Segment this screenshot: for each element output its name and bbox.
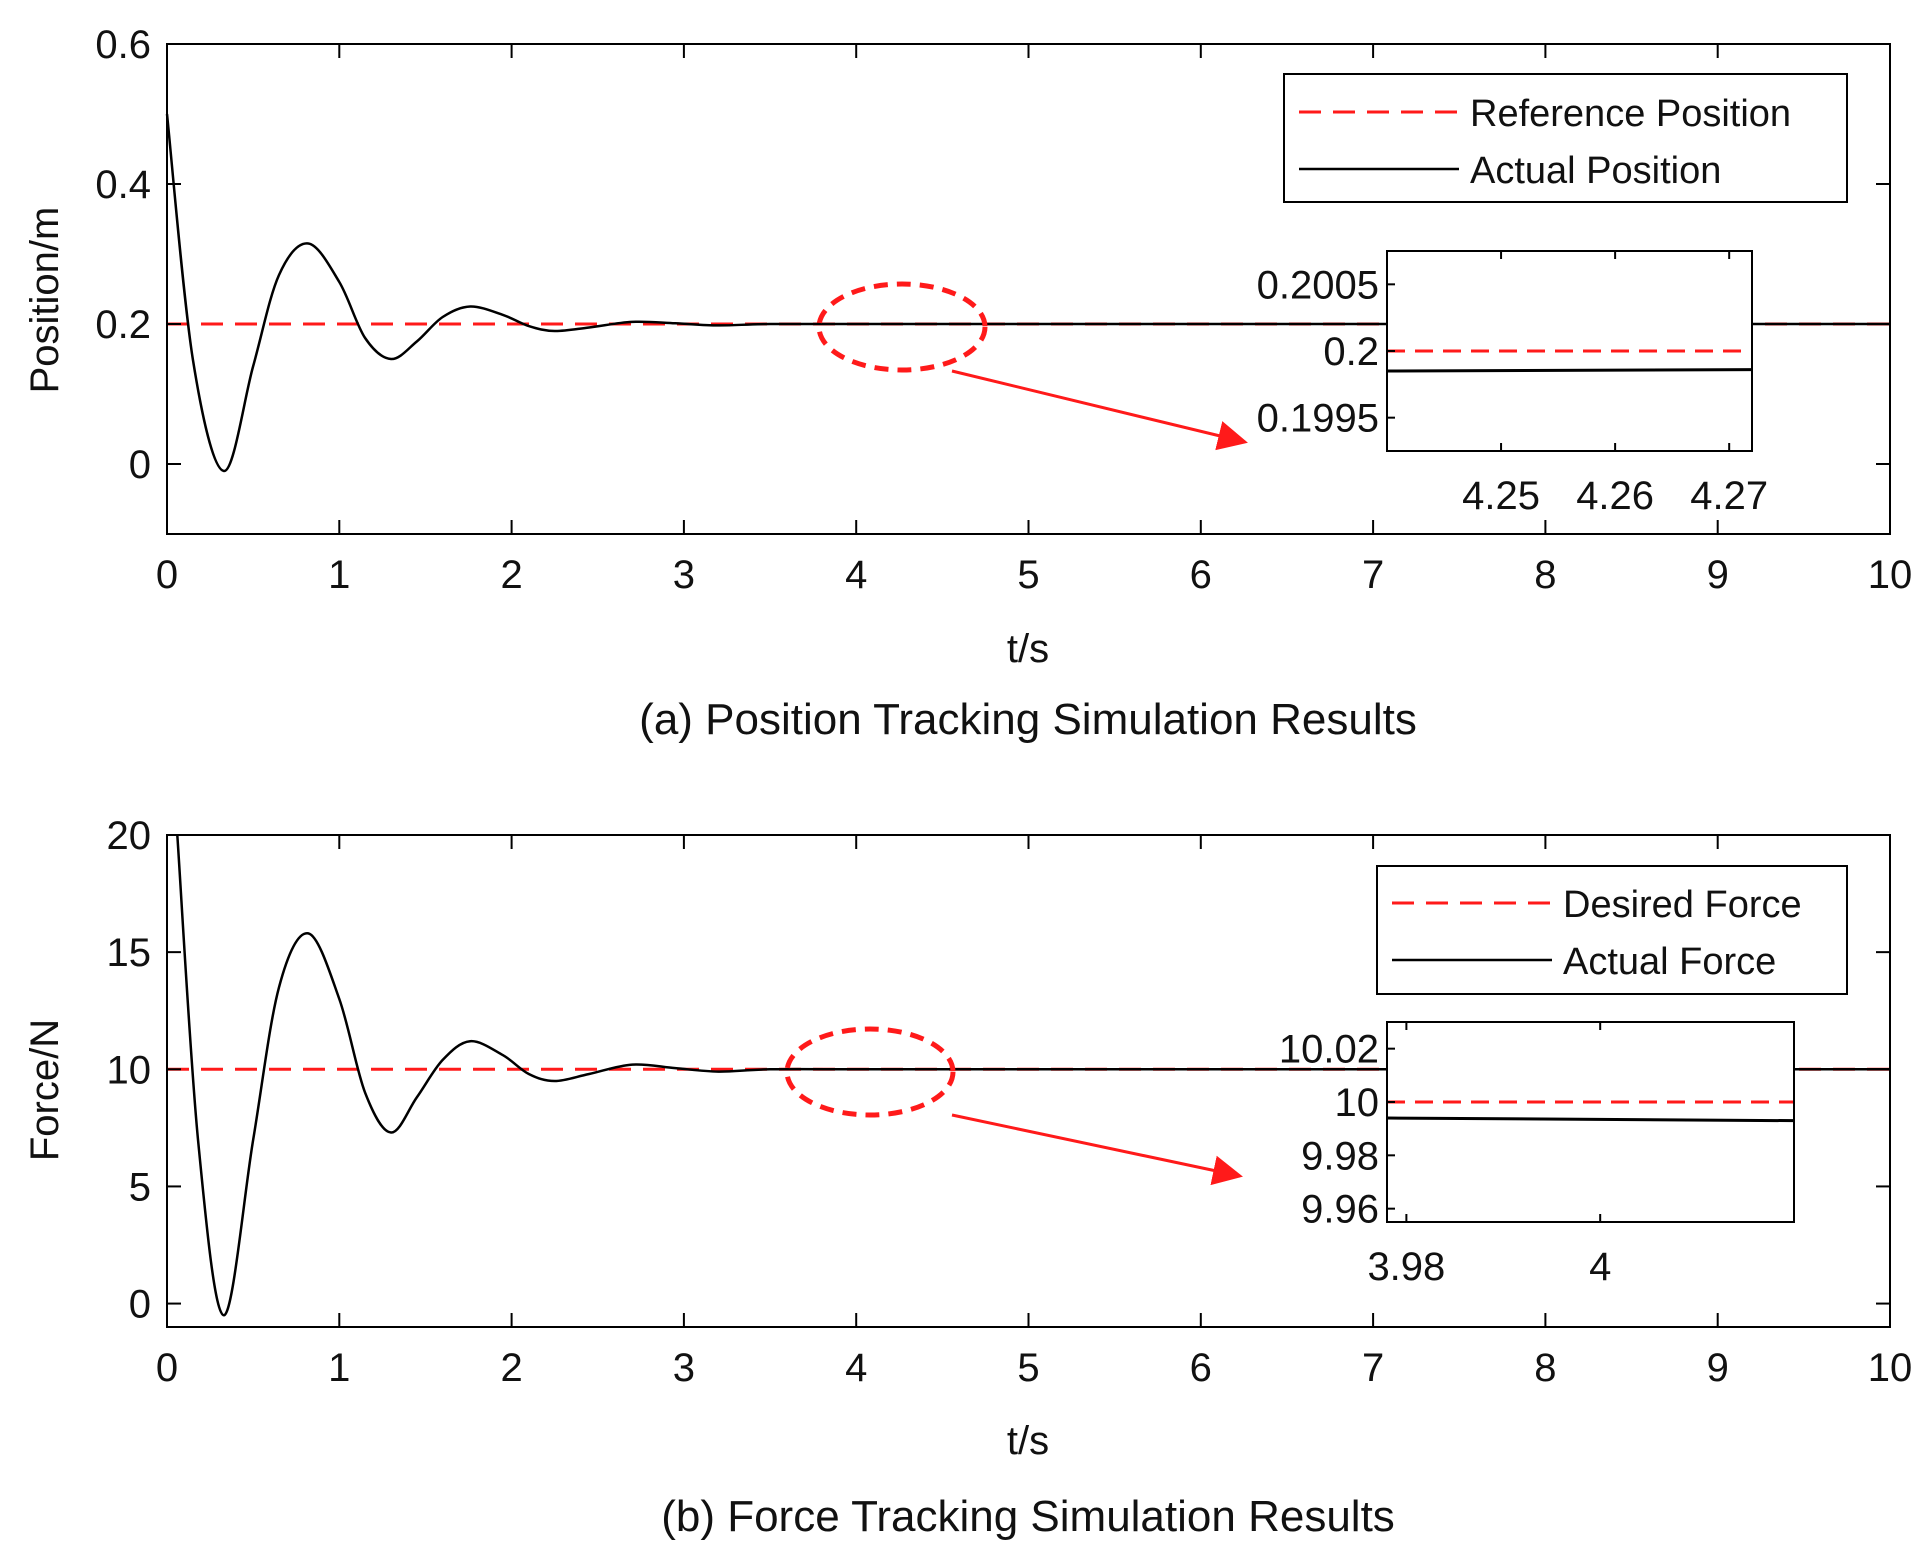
force-inset: 3.98 4 9.96 9.98 10 10.02	[1279, 1021, 1795, 1289]
force-inset-x-tick-label: 3.98	[1367, 1245, 1445, 1289]
position-x-tick-label: 9	[1707, 553, 1729, 597]
position-chart-caption: (a) Position Tracking Simulation Results	[639, 695, 1417, 744]
force-y-tick-label: 10	[107, 1048, 152, 1092]
force-inset-y-tick-label: 10	[1335, 1081, 1380, 1125]
force-x-axis-label: t/s	[1007, 1419, 1049, 1463]
position-inset-x-tick-label: 4.27	[1690, 474, 1768, 518]
force-legend: Desired Force Actual Force	[1376, 865, 1848, 995]
force-inset-actual-line	[1386, 1116, 1795, 1123]
position-inset-x-tick-label: 4.26	[1576, 474, 1654, 518]
force-inset-x-ticks: 3.98 4	[1367, 1022, 1611, 1289]
force-inset-y-tick-label: 10.02	[1279, 1028, 1379, 1072]
position-inset-y-ticks: 0.1995 0.2 0.2005	[1257, 263, 1395, 441]
position-x-axis-label: t/s	[1007, 627, 1049, 671]
force-y-tick-label: 5	[129, 1165, 151, 1209]
force-inset-frame	[1386, 1021, 1795, 1223]
position-legend-actual-label: Actual Position	[1470, 150, 1721, 192]
position-y-tick-label: 0	[129, 443, 151, 487]
position-inset: 4.25 4.26 4.27 0.1995 0.2 0.2005	[1257, 250, 1768, 518]
force-x-tick-label: 4	[845, 1346, 867, 1390]
force-y-tick-label: 0	[129, 1283, 151, 1327]
position-inset-x-ticks: 4.25 4.26 4.27	[1462, 251, 1768, 518]
force-zoom-arrow	[951, 1113, 1243, 1186]
position-x-tick-label: 3	[673, 553, 695, 597]
force-x-tick-label: 0	[156, 1346, 178, 1390]
position-x-tick-label: 1	[328, 553, 350, 597]
force-inset-y-ticks: 9.96 9.98 10 10.02	[1279, 1028, 1395, 1232]
force-x-tick-label: 2	[500, 1346, 522, 1390]
force-x-tick-label: 1	[328, 1346, 350, 1390]
position-x-tick-label: 2	[500, 553, 522, 597]
position-x-tick-label: 6	[1190, 553, 1212, 597]
panel-a: 0 1 2 3 4 5 6 7 8 9 10 0 0.2 0.4 0.6 t/s Position/m (…	[23, 23, 1912, 744]
force-x-tick-label: 10	[1868, 1346, 1913, 1390]
force-legend-reference-label: Desired Force	[1563, 884, 1802, 926]
force-y-axis-label: Force/N	[23, 1019, 67, 1161]
position-inset-y-tick-label: 0.1995	[1257, 397, 1379, 441]
force-y-tick-label: 20	[107, 814, 152, 858]
position-actual-line	[165, 113, 1890, 473]
force-zoom-highlight	[784, 1026, 956, 1118]
position-x-ticks: 0 1 2 3 4 5 6 7 8 9 10	[156, 44, 1912, 597]
force-x-ticks: 0 1 2 3 4 5 6 7 8 9 10	[156, 835, 1912, 1390]
force-legend-actual-label: Actual Force	[1563, 941, 1776, 983]
force-y-tick-label: 15	[107, 931, 152, 975]
force-x-tick-label: 8	[1534, 1346, 1556, 1390]
position-x-tick-label: 8	[1534, 553, 1556, 597]
position-legend-reference-label: Reference Position	[1470, 93, 1791, 135]
position-inset-plot	[1386, 349, 1753, 373]
position-y-ticks: 0 0.2 0.4 0.6	[95, 23, 1890, 487]
position-x-tick-label: 5	[1017, 553, 1039, 597]
position-x-tick-label: 4	[845, 553, 867, 597]
position-inset-y-tick-label: 0.2	[1323, 330, 1379, 374]
position-legend: Reference Position Actual Position	[1283, 73, 1848, 203]
force-actual-line	[176, 834, 1890, 1317]
position-inset-y-tick-label: 0.2005	[1257, 263, 1379, 307]
force-legend-box	[1376, 865, 1848, 995]
force-inset-y-tick-label: 9.96	[1301, 1188, 1379, 1232]
position-x-tick-label: 7	[1362, 553, 1384, 597]
position-x-tick-label: 10	[1868, 553, 1913, 597]
force-x-tick-label: 5	[1017, 1346, 1039, 1390]
position-zoom-arrow	[951, 369, 1248, 451]
position-legend-box	[1283, 73, 1848, 203]
force-x-tick-label: 7	[1362, 1346, 1384, 1390]
panel-b: 0 1 2 3 4 5 6 7 8 9 10 0 5 10 15 20 t/s Force/N (b) Fo…	[23, 814, 1912, 1541]
position-y-tick-label: 0.2	[95, 303, 151, 347]
position-inset-actual-line	[1386, 368, 1753, 373]
force-inset-plot	[1386, 1100, 1795, 1123]
force-x-tick-label: 3	[673, 1346, 695, 1390]
position-inset-x-tick-label: 4.25	[1462, 474, 1540, 518]
force-chart-caption: (b) Force Tracking Simulation Results	[661, 1492, 1395, 1541]
position-x-tick-label: 0	[156, 553, 178, 597]
force-inset-background	[1387, 1022, 1794, 1222]
force-x-tick-label: 9	[1707, 1346, 1729, 1390]
force-inset-x-tick-label: 4	[1589, 1245, 1611, 1289]
force-x-tick-label: 6	[1190, 1346, 1212, 1390]
position-y-tick-label: 0.6	[95, 23, 151, 67]
position-zoom-highlight	[816, 281, 988, 373]
position-y-tick-label: 0.4	[95, 163, 151, 207]
force-inset-y-tick-label: 9.98	[1301, 1134, 1379, 1178]
force-y-ticks: 0 5 10 15 20	[107, 814, 1890, 1327]
position-y-axis-label: Position/m	[23, 207, 67, 394]
